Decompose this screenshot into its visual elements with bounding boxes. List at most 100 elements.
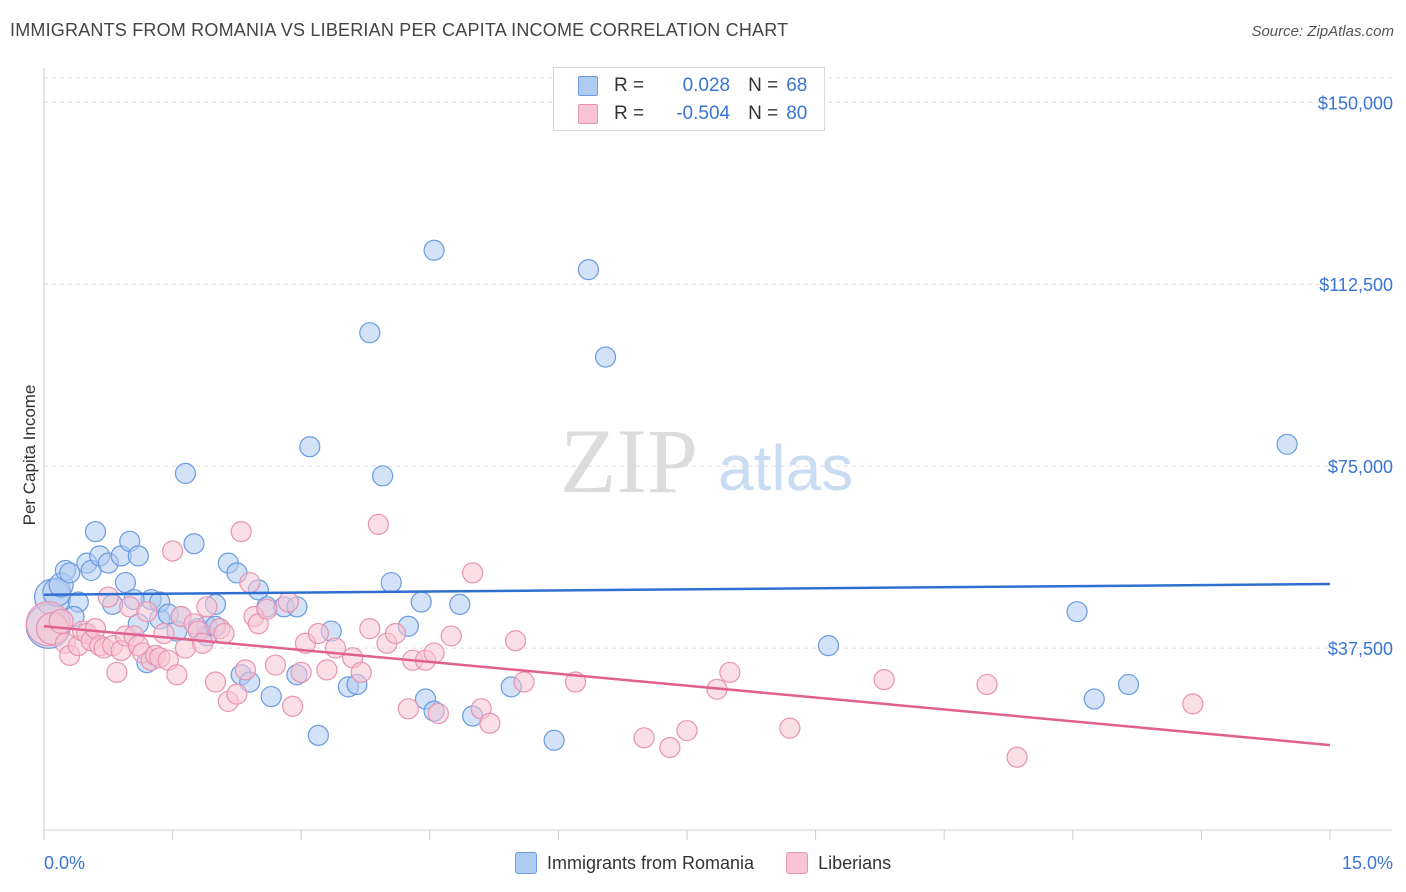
legend-swatch-romania	[578, 76, 598, 96]
legend-n-value: 68	[786, 75, 808, 96]
point-liberians	[226, 683, 248, 705]
y-tick-label: $112,500	[1319, 275, 1393, 295]
point-romania	[380, 571, 402, 594]
correlation-legend: R = 0.028 N = 68 R = -0.504 N = 80	[553, 67, 825, 131]
point-romania	[543, 729, 565, 751]
point-liberians	[427, 702, 449, 725]
point-romania	[410, 591, 432, 613]
point-liberians	[462, 562, 484, 584]
point-liberians	[359, 618, 381, 640]
point-liberians	[277, 591, 299, 613]
point-liberians	[162, 540, 184, 562]
point-liberians	[192, 632, 214, 654]
point-liberians	[719, 661, 741, 683]
point-liberians	[440, 625, 462, 647]
point-romania	[183, 533, 205, 555]
point-liberians	[1006, 746, 1028, 768]
legend-r-value: -0.504	[676, 103, 731, 124]
legend-n-value: 80	[786, 103, 808, 124]
gridlines	[44, 77, 1392, 649]
legend-swatch-liberians	[578, 104, 598, 124]
axes	[43, 68, 1392, 840]
point-liberians	[307, 622, 329, 645]
point-liberians	[153, 622, 175, 645]
point-liberians	[779, 717, 801, 739]
point-romania	[1276, 433, 1298, 455]
point-romania	[449, 593, 471, 616]
legend-label-liberians: Liberians	[818, 852, 892, 873]
point-romania	[1066, 601, 1088, 623]
point-liberians	[479, 712, 501, 734]
legend-label-romania: Immigrants from Romania	[547, 852, 755, 873]
watermark-zip: ZIP	[560, 410, 698, 512]
legend-item-romania[interactable]: Immigrants from Romania	[515, 852, 754, 874]
chart-title: IMMIGRANTS FROM ROMANIA VS LIBERIAN PER …	[10, 20, 789, 40]
legend-n-label: N =	[748, 75, 779, 96]
legend-r-label: R =	[614, 103, 645, 124]
point-liberians	[213, 622, 235, 645]
point-liberians	[350, 661, 372, 683]
point-romania	[1117, 673, 1140, 696]
legend-r-value: 0.028	[682, 75, 731, 96]
point-romania	[423, 239, 445, 261]
point-liberians	[513, 671, 535, 693]
point-liberians	[367, 513, 389, 535]
point-liberians	[659, 736, 681, 759]
point-romania	[114, 571, 137, 594]
point-liberians	[504, 630, 527, 652]
y-tick-label: $75,000	[1328, 457, 1393, 477]
point-liberians	[256, 598, 278, 620]
point-romania	[174, 462, 197, 485]
legend-item-liberians[interactable]: Liberians	[786, 852, 891, 874]
point-romania	[1083, 688, 1105, 710]
point-liberians	[316, 659, 338, 681]
y-tick-label: $150,000	[1318, 93, 1393, 113]
point-liberians	[234, 659, 257, 681]
point-liberians	[976, 673, 998, 696]
legend-swatch-liberians	[786, 852, 809, 874]
tick-labels: $37,500 $75,000 $112,500 $150,000 0.0% 15.0%	[44, 93, 1393, 873]
point-romania	[594, 346, 617, 368]
point-romania	[372, 465, 394, 487]
legend-n-label: N =	[748, 103, 779, 124]
legend-swatch-romania	[515, 852, 537, 874]
point-romania	[307, 724, 329, 746]
trend-line-liberians	[43, 624, 1331, 747]
source-label: Source: ZipAtlas.com	[1251, 23, 1394, 40]
point-romania	[59, 562, 81, 584]
point-liberians	[239, 571, 261, 594]
trend-lines	[43, 582, 1331, 747]
x-tick-label-min: 0.0%	[44, 853, 85, 873]
point-liberians	[166, 664, 188, 686]
point-romania	[577, 259, 600, 281]
point-liberians	[264, 654, 287, 676]
point-liberians	[1182, 693, 1204, 715]
point-liberians	[423, 642, 445, 664]
point-liberians	[384, 622, 407, 645]
point-romania	[359, 322, 381, 344]
point-liberians	[633, 727, 655, 749]
point-romania	[260, 685, 282, 708]
x-tick-label-max: 15.0%	[1342, 853, 1393, 873]
point-liberians	[290, 661, 312, 683]
point-liberians	[106, 661, 128, 683]
point-romania	[127, 545, 149, 567]
y-tick-label: $37,500	[1328, 639, 1393, 659]
point-romania	[84, 521, 107, 543]
legend-row-romania: R = 0.028 N = 68	[578, 73, 807, 99]
point-liberians	[676, 719, 698, 742]
point-liberians	[97, 586, 119, 608]
point-liberians	[196, 596, 218, 618]
point-liberians	[230, 521, 252, 543]
legend-row-liberians: R = -0.504 N = 80	[578, 101, 807, 127]
series-legend: Immigrants from Romania Liberians	[515, 852, 923, 874]
point-liberians	[873, 668, 895, 691]
point-liberians	[136, 601, 158, 623]
legend-r-label: R =	[614, 75, 645, 96]
point-liberians	[282, 695, 304, 717]
point-romania	[817, 635, 840, 657]
watermark: ZIP atlas	[560, 410, 853, 512]
point-romania	[299, 436, 321, 458]
trend-line-romania	[43, 582, 1331, 596]
